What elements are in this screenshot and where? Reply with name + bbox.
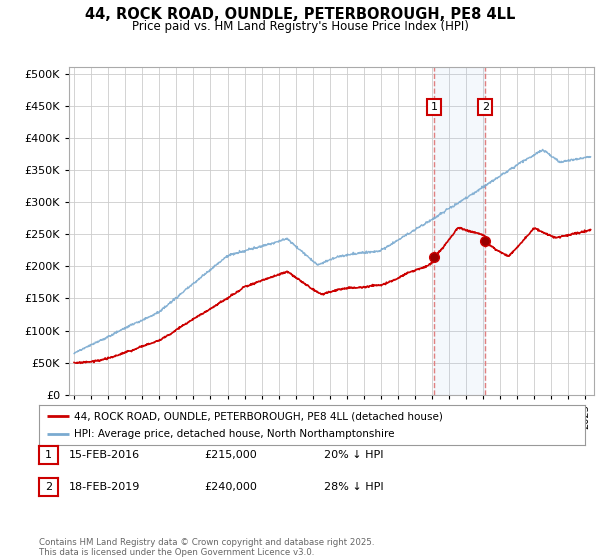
- Text: 44, ROCK ROAD, OUNDLE, PETERBOROUGH, PE8 4LL (detached house): 44, ROCK ROAD, OUNDLE, PETERBOROUGH, PE8…: [74, 411, 443, 421]
- Text: 28% ↓ HPI: 28% ↓ HPI: [324, 482, 383, 492]
- Text: 1: 1: [45, 450, 52, 460]
- Text: £240,000: £240,000: [204, 482, 257, 492]
- Text: 1: 1: [431, 102, 437, 112]
- Text: 2: 2: [482, 102, 489, 112]
- Text: 15-FEB-2016: 15-FEB-2016: [69, 450, 140, 460]
- Text: Contains HM Land Registry data © Crown copyright and database right 2025.
This d: Contains HM Land Registry data © Crown c…: [39, 538, 374, 557]
- Text: HPI: Average price, detached house, North Northamptonshire: HPI: Average price, detached house, Nort…: [74, 429, 395, 439]
- Text: 20% ↓ HPI: 20% ↓ HPI: [324, 450, 383, 460]
- Text: £215,000: £215,000: [204, 450, 257, 460]
- Text: 44, ROCK ROAD, OUNDLE, PETERBOROUGH, PE8 4LL: 44, ROCK ROAD, OUNDLE, PETERBOROUGH, PE8…: [85, 7, 515, 22]
- Text: 2: 2: [45, 482, 52, 492]
- Text: 18-FEB-2019: 18-FEB-2019: [69, 482, 140, 492]
- Bar: [434, 67, 485, 395]
- Text: Price paid vs. HM Land Registry's House Price Index (HPI): Price paid vs. HM Land Registry's House …: [131, 20, 469, 32]
